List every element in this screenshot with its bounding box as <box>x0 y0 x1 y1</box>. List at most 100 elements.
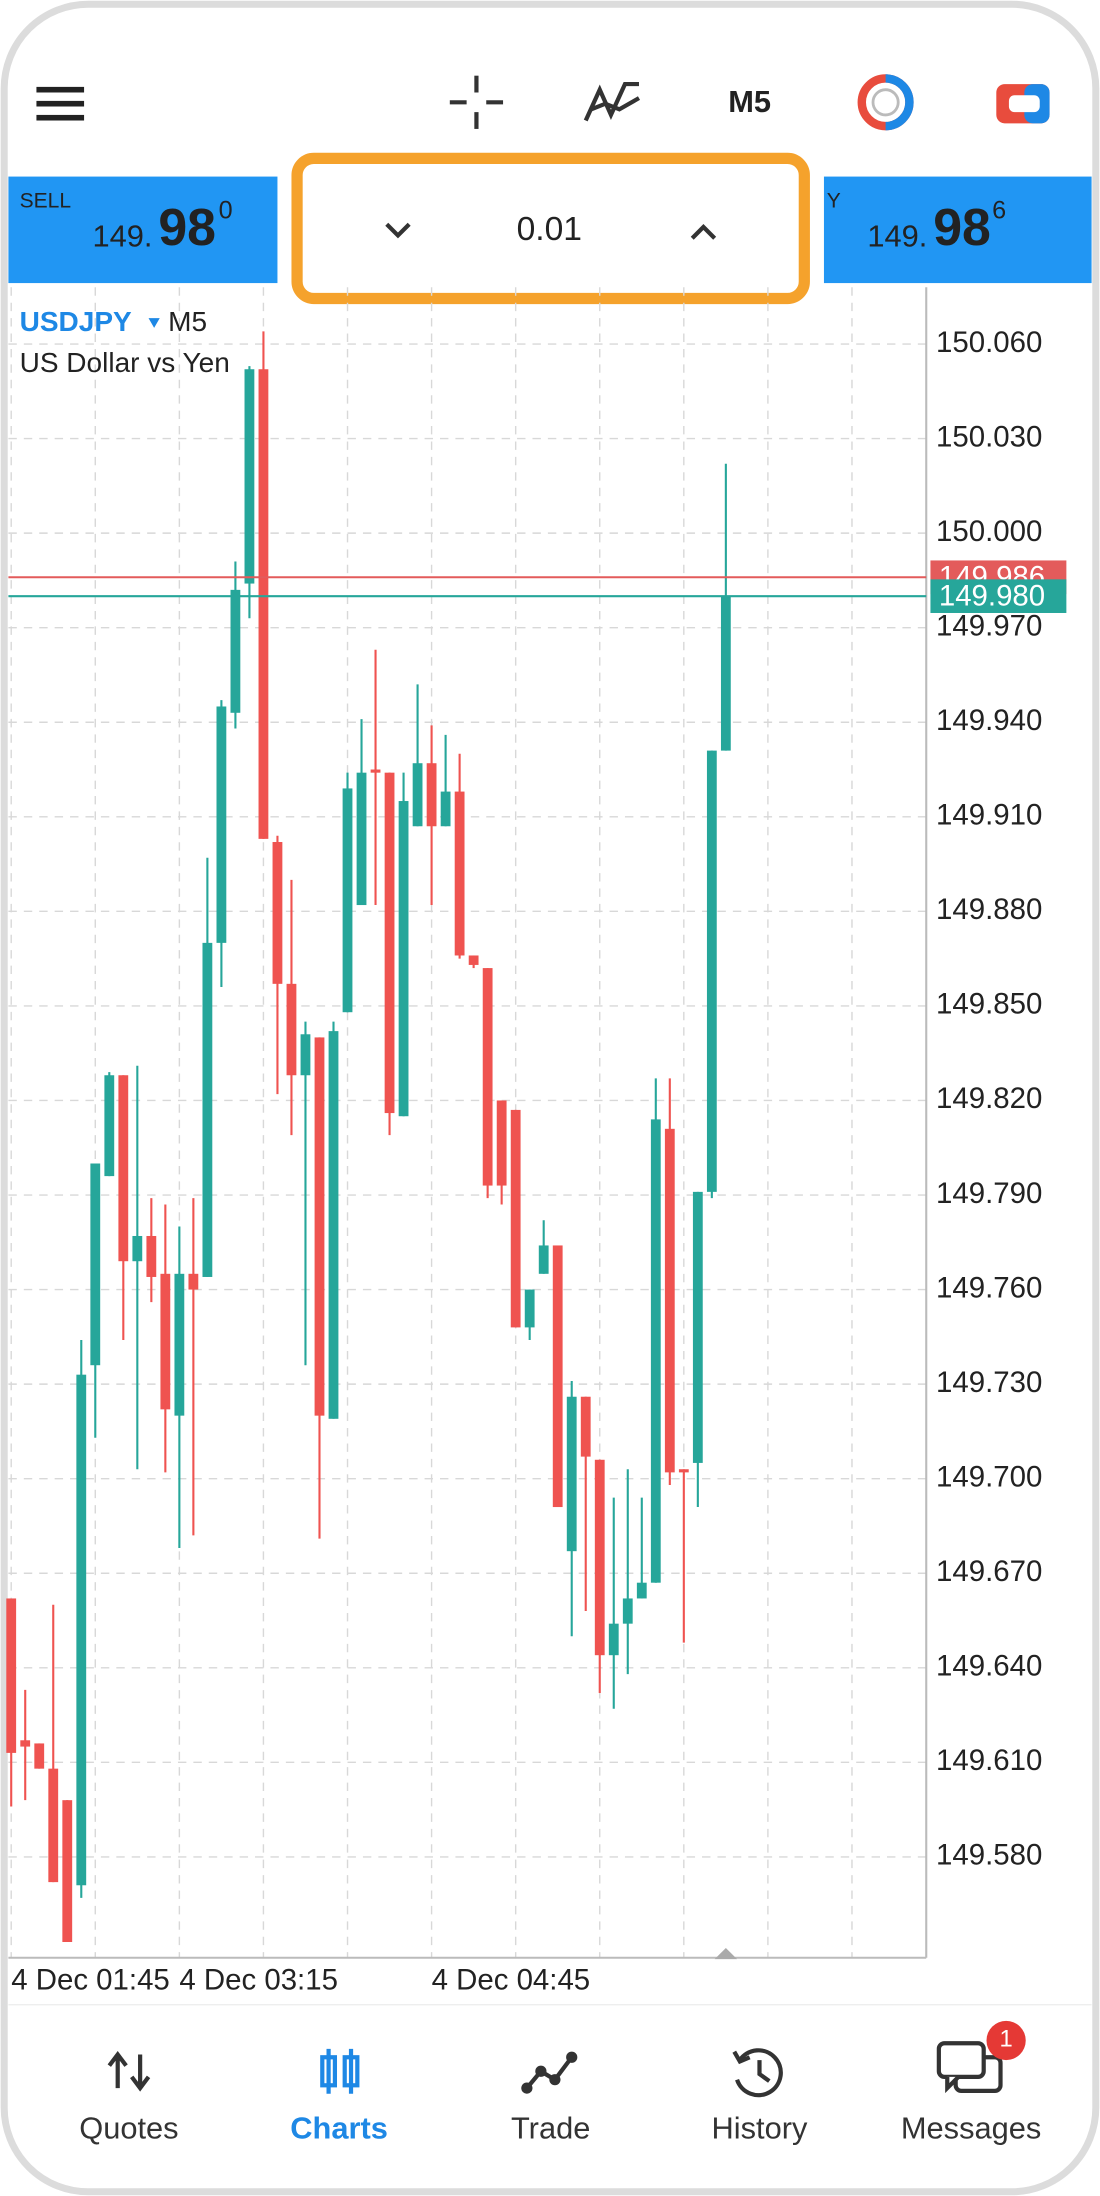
y-tick-label: 149.880 <box>936 893 1042 926</box>
symbol[interactable]: USDJPY <box>20 306 132 337</box>
candle-body <box>286 983 297 1076</box>
candle-body <box>216 706 227 943</box>
candle-body <box>272 842 283 984</box>
y-tick-label: 149.640 <box>936 1650 1042 1683</box>
candle-body <box>566 1396 577 1552</box>
one-click-button[interactable] <box>857 74 914 131</box>
candle-body <box>468 955 479 965</box>
indicators-button[interactable] <box>583 81 641 122</box>
sell-price-big: 98 <box>158 198 216 256</box>
lot-highlight <box>291 152 810 305</box>
candle-body <box>90 1163 101 1366</box>
candle-body <box>426 763 437 827</box>
candle-body <box>342 788 353 1013</box>
candle-body <box>62 1800 73 1943</box>
candle-body <box>160 1273 171 1410</box>
candle-body <box>692 1191 703 1463</box>
candle-body <box>20 1740 31 1747</box>
history-icon[interactable] <box>732 2048 783 2098</box>
candle-body <box>496 1100 507 1186</box>
candle-body <box>664 1128 675 1473</box>
x-tick-label: 4 Dec 01:45 <box>11 1963 170 1996</box>
trade-toggle-button[interactable] <box>996 84 1050 124</box>
y-tick-label: 149.730 <box>936 1366 1042 1399</box>
candle-body <box>580 1396 591 1457</box>
candle-body <box>524 1289 535 1328</box>
candle-body <box>440 791 451 827</box>
lot-increase[interactable] <box>690 224 717 240</box>
candle-body <box>370 769 381 773</box>
lot-decrease[interactable] <box>385 222 411 239</box>
candle-body <box>244 369 255 584</box>
y-tick-label: 149.970 <box>936 609 1042 642</box>
candle-body <box>622 1598 633 1624</box>
candle-body <box>174 1273 185 1416</box>
candle-body <box>636 1582 647 1599</box>
y-tick-label: 150.060 <box>936 326 1042 359</box>
y-tick-label: 149.610 <box>936 1744 1042 1777</box>
candle-body <box>230 589 241 713</box>
candle-body <box>314 1037 325 1416</box>
message-badge <box>986 2020 1026 2061</box>
y-tick-label: 150.000 <box>936 515 1042 548</box>
y-tick-label: 149.700 <box>936 1460 1042 1493</box>
sell-label: SELL <box>20 189 71 212</box>
lot-value[interactable]: 0.01 <box>517 211 582 248</box>
nav-tab-label[interactable]: Quotes <box>79 2110 178 2145</box>
x-tick-label: 4 Dec 04:45 <box>432 1963 591 1996</box>
candle-body <box>104 1075 115 1177</box>
nav-tab-label[interactable]: Messages <box>901 2110 1041 2145</box>
y-tick-label: 149.790 <box>936 1177 1042 1210</box>
candle-body <box>300 1034 311 1076</box>
candle-body <box>482 968 493 1186</box>
symbol-description: US Dollar vs Yen <box>20 347 230 378</box>
candle-body <box>118 1075 129 1262</box>
candle-body <box>146 1235 157 1277</box>
candle-body <box>188 1273 199 1290</box>
candle-body <box>608 1623 619 1656</box>
chart-timeframe: M5 <box>168 306 207 337</box>
bottom-nav: Quotes Charts Trade History Messages <box>79 2110 1041 2145</box>
candle-body <box>412 763 423 827</box>
candle-body <box>384 772 395 1114</box>
buy-button[interactable]: Y 149. 98 6 <box>823 176 1092 284</box>
menu-button[interactable] <box>36 86 85 121</box>
y-tick-label: 149.820 <box>936 1082 1042 1115</box>
nav-divider <box>8 2004 1092 2006</box>
candle-body <box>706 750 717 1192</box>
candle-body <box>538 1245 549 1274</box>
candle-body <box>132 1235 143 1262</box>
candle-body <box>650 1119 661 1583</box>
y-tick-label: 149.910 <box>936 799 1042 832</box>
buy-price-big: 98 <box>933 198 991 256</box>
charts-icon[interactable] <box>320 2048 360 2094</box>
candle-body <box>258 369 269 839</box>
y-tick-label: 149.760 <box>936 1271 1042 1304</box>
y-tick-label: 149.670 <box>936 1555 1042 1588</box>
bid-line-label: 149.980 <box>939 579 1045 612</box>
candle-body <box>678 1469 689 1473</box>
candle-body <box>720 596 731 751</box>
quotes-icon[interactable] <box>107 2050 151 2092</box>
sell-button[interactable]: SELL 149. 98 0 <box>8 176 278 284</box>
candle-body <box>328 1031 339 1419</box>
nav-tab-label[interactable]: History <box>712 2110 808 2145</box>
candle-body <box>34 1743 45 1769</box>
symbol-dropdown[interactable] <box>148 318 160 328</box>
crosshair-button[interactable] <box>449 75 504 129</box>
candle-body <box>398 801 409 1117</box>
chart: 150.060 150.030 150.000 149.970 149.940 149.9… <box>6 287 1067 1996</box>
candle-body <box>48 1768 59 1883</box>
messages-icon[interactable] <box>936 2041 1003 2094</box>
nav-tab-label[interactable]: Trade <box>511 2110 590 2145</box>
trade-icon[interactable] <box>521 2051 578 2094</box>
timeframe-button[interactable]: M5 <box>728 84 771 119</box>
buy-price-sup: 6 <box>992 196 1006 224</box>
scroll-marker <box>714 1947 738 1960</box>
candle-body <box>202 942 213 1277</box>
candle-body <box>454 791 465 956</box>
nav-tab-label[interactable]: Charts <box>290 2110 388 2145</box>
candle-body <box>6 1598 17 1753</box>
